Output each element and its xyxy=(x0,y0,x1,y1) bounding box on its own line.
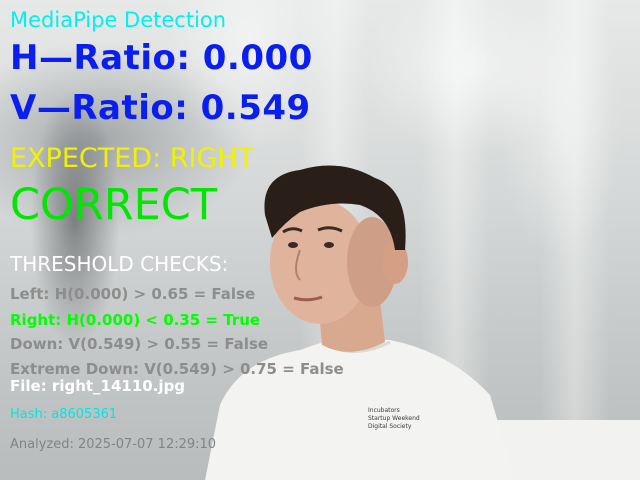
file-hash: Hash: a8605361 xyxy=(10,407,118,422)
curtain-fold xyxy=(540,0,610,480)
threshold-check-down: Down: V(0.549) > 0.55 = False xyxy=(10,335,269,353)
face xyxy=(270,200,370,324)
h-ratio-readout: H—Ratio: 0.000 xyxy=(10,38,313,78)
hair xyxy=(264,165,406,250)
shirt-print-line: Digital Society xyxy=(368,423,412,430)
threshold-check-left: Left: H(0.000) > 0.65 = False xyxy=(10,285,256,303)
v-ratio-readout: V—Ratio: 0.549 xyxy=(10,88,311,128)
ear xyxy=(382,240,408,284)
analyzed-timestamp: Analyzed: 2025-07-07 12:29:10 xyxy=(10,437,217,452)
shirt-print-line: Incubators xyxy=(368,407,400,414)
expected-direction: EXPECTED: RIGHT xyxy=(10,143,255,174)
threshold-check-right: Right: H(0.000) < 0.35 = True xyxy=(10,311,261,329)
file-name: File: right_14110.jpg xyxy=(10,377,186,395)
threshold-check-extreme-down: Extreme Down: V(0.549) > 0.75 = False xyxy=(10,360,344,378)
result-status: CORRECT xyxy=(10,180,218,230)
t-shirt xyxy=(205,338,515,480)
overlay-title: MediaPipe Detection xyxy=(10,8,227,32)
cheek-shadow xyxy=(347,217,397,307)
threshold-heading: THRESHOLD CHECKS: xyxy=(10,252,229,276)
wall-shadow xyxy=(30,90,120,350)
shirt-print-line: Startup Weekend xyxy=(368,415,420,422)
